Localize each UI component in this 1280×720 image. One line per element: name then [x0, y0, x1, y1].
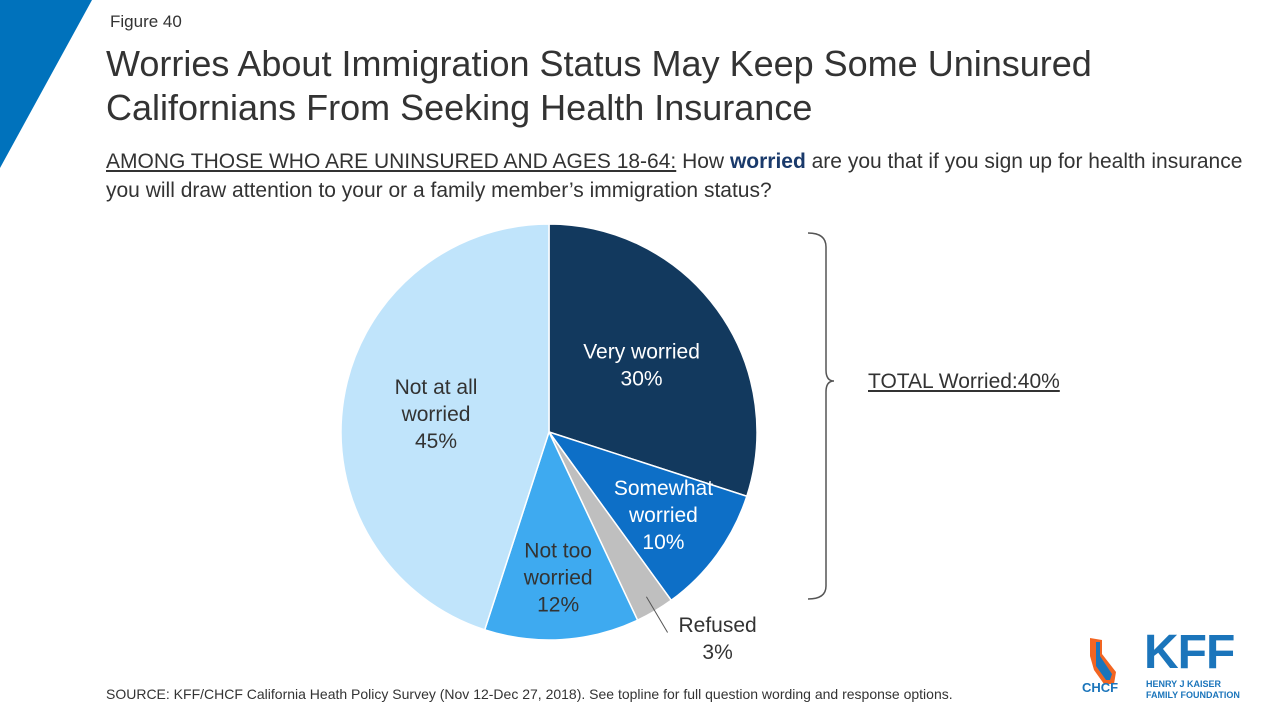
kff-logo-subtext: HENRY J KAISER FAMILY FOUNDATION [1146, 679, 1240, 701]
kff-logo-line1: HENRY J KAISER [1146, 679, 1222, 689]
slice-label-somewhat-worried: Somewhat worried 10% [614, 477, 713, 554]
figure-label: Figure 40 [110, 12, 182, 31]
pie-slice-not-too-worried [483, 429, 639, 641]
corner-accent-triangle [0, 0, 92, 168]
slice-label-not-too-worried: Not too worried 12% [523, 539, 593, 616]
subtitle-population: AMONG THOSE WHO ARE UNINSURED AND AGES 1… [106, 150, 677, 173]
source-note: SOURCE: KFF/CHCF California Heath Policy… [106, 686, 953, 702]
pie-slice-somewhat-worried [547, 430, 748, 602]
subtitle-emphasis: worried [729, 150, 806, 173]
page-title: Worries About Immigration Status May Kee… [106, 43, 1092, 128]
slice-label-refused: Refused 3% [678, 614, 756, 664]
question-subtitle: AMONG THOSE WHO ARE UNINSURED AND AGES 1… [106, 147, 1256, 205]
chcf-logo-text: CHCF [1082, 680, 1119, 695]
total-worried-annotation: TOTAL Worried:40% [868, 370, 1060, 393]
total-worried-bracket [807, 232, 835, 600]
slice-label-not-at-all-worried: Not at all worried 45% [395, 376, 478, 453]
kff-logo-line2: FAMILY FOUNDATION [1146, 690, 1240, 700]
slice-label-very-worried: Very worried 30% [583, 340, 700, 390]
subtitle-text-before: How [676, 150, 730, 173]
pie-slice-not-at-all-worried [340, 223, 550, 631]
kff-logo: KFF [1144, 626, 1235, 679]
leader-line-refused [645, 596, 669, 633]
pie-slice-very-worried [548, 223, 758, 498]
subtitle-text-after: are you that if you sign up for health i… [106, 150, 1243, 202]
chcf-logo [1090, 638, 1116, 684]
